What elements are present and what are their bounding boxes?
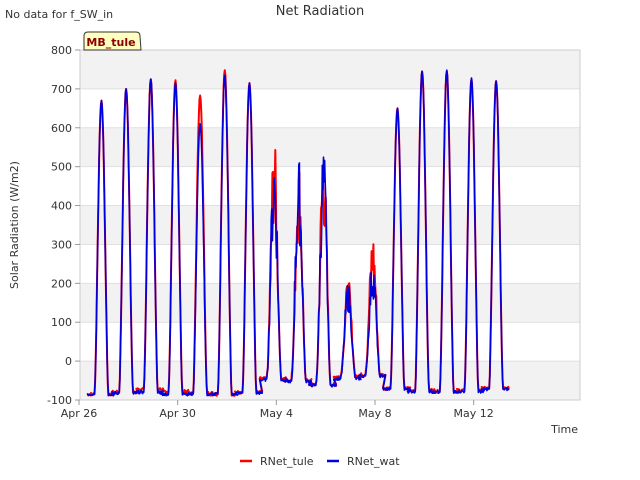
x-tick-label: Apr 26 [61, 407, 98, 420]
x-axis-ticks: Apr 26 Apr 30 May 4 May 8 May 12 [61, 400, 494, 420]
y-tick-label: 600 [51, 122, 72, 135]
y-band [80, 127, 580, 167]
y-tick-label: 200 [51, 277, 72, 290]
legend: RNet_tule RNet_wat [240, 455, 400, 468]
y-tick-label: 100 [51, 316, 72, 329]
y-tick-label: 800 [51, 44, 72, 57]
y-tick-label: 0 [65, 355, 72, 368]
y-band [80, 283, 580, 323]
no-data-note: No data for f_SW_in [5, 8, 113, 21]
x-tick-label: Apr 30 [159, 407, 196, 420]
y-tick-label: -100 [47, 394, 72, 407]
x-tick-label: May 4 [260, 407, 293, 420]
chart-title: Net Radiation [276, 4, 364, 19]
legend-label-rnet-wat: RNet_wat [347, 455, 400, 468]
y-tick-label: 500 [51, 161, 72, 174]
y-axis-ticks: -100 0 100 200 300 400 500 600 700 800 [47, 44, 80, 407]
y-band [80, 205, 580, 245]
series-line-rnet-wat [86, 69, 510, 397]
y-tick-label: 300 [51, 238, 72, 251]
x-axis-label: Time [550, 423, 578, 436]
y-axis-label: Solar Radiation (W/m2) [8, 161, 21, 289]
series-lines [86, 69, 510, 397]
site-label: MB_tule [86, 36, 135, 49]
legend-label-rnet-tule: RNet_tule [260, 455, 314, 468]
plot-frame [79, 49, 581, 401]
y-tick-label: 700 [51, 83, 72, 96]
x-tick-label: May 8 [358, 407, 391, 420]
y-tick-label: 400 [51, 200, 72, 213]
x-tick-label: May 12 [454, 407, 494, 420]
y-band [80, 50, 580, 89]
site-label-box: MB_tule [83, 31, 142, 51]
